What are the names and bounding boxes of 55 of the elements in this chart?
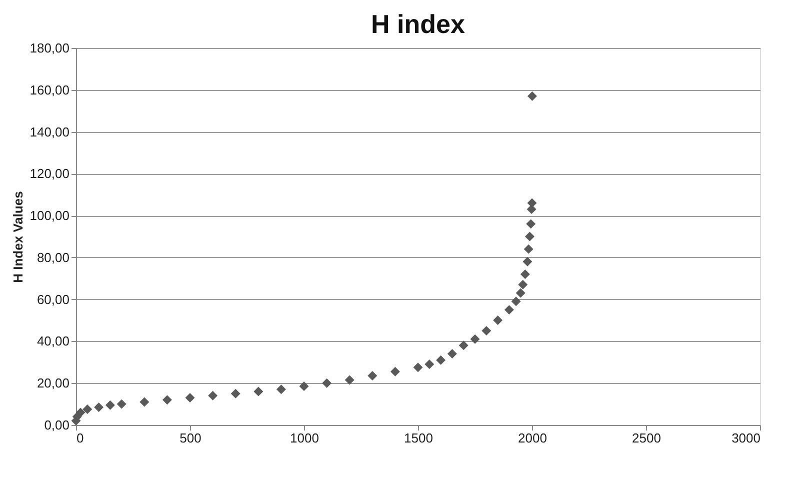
- x-tick-label: 0: [76, 430, 84, 446]
- x-tick-label: 1000: [290, 430, 319, 446]
- point: [522, 256, 532, 266]
- point: [254, 386, 264, 396]
- y-tick-label: 140,00: [30, 124, 70, 140]
- point: [390, 366, 400, 376]
- point: [162, 395, 172, 405]
- point: [116, 399, 126, 409]
- point: [82, 404, 92, 414]
- point: [185, 393, 195, 403]
- x-tick-label: 2000: [518, 430, 547, 446]
- y-tick-label: 180,00: [30, 40, 70, 56]
- y-tick-label: 0,00: [44, 418, 70, 432]
- y-tick-label: 40,00: [36, 334, 70, 349]
- y-axis-title: H Index Values: [10, 191, 26, 283]
- point: [344, 375, 354, 385]
- y-tick-label: 100,00: [30, 208, 70, 224]
- point: [447, 349, 457, 359]
- point: [504, 305, 514, 315]
- point: [520, 269, 530, 279]
- point: [524, 244, 534, 254]
- point: [527, 91, 537, 101]
- x-tick-label: 1500: [404, 430, 433, 446]
- x-tick-label: 2500: [632, 430, 661, 446]
- y-tick-label: 120,00: [30, 166, 70, 182]
- point: [105, 400, 115, 410]
- point: [493, 316, 503, 326]
- y-tick-label: 160,00: [30, 82, 70, 98]
- point: [470, 334, 480, 344]
- point: [516, 288, 526, 298]
- x-tick-label: 3000: [732, 430, 760, 446]
- y-tick-label: 80,00: [36, 250, 70, 265]
- point: [94, 402, 104, 412]
- point: [208, 390, 218, 400]
- point: [458, 340, 468, 350]
- point: [436, 355, 446, 365]
- point: [511, 296, 521, 306]
- point: [230, 388, 240, 398]
- point: [526, 219, 536, 229]
- y-tick-label: 20,00: [36, 376, 70, 391]
- point: [527, 198, 537, 208]
- point: [413, 362, 423, 372]
- point: [299, 382, 309, 391]
- point: [482, 326, 492, 336]
- point: [76, 408, 86, 418]
- point: [276, 384, 286, 394]
- chart-title: H index: [371, 9, 466, 39]
- y-tick-label: 60,00: [36, 292, 70, 307]
- point: [368, 371, 378, 381]
- point: [524, 232, 534, 242]
- point: [322, 378, 332, 388]
- x-tick-label: 500: [180, 430, 202, 446]
- point: [140, 397, 150, 407]
- point: [518, 280, 528, 290]
- point: [424, 360, 434, 370]
